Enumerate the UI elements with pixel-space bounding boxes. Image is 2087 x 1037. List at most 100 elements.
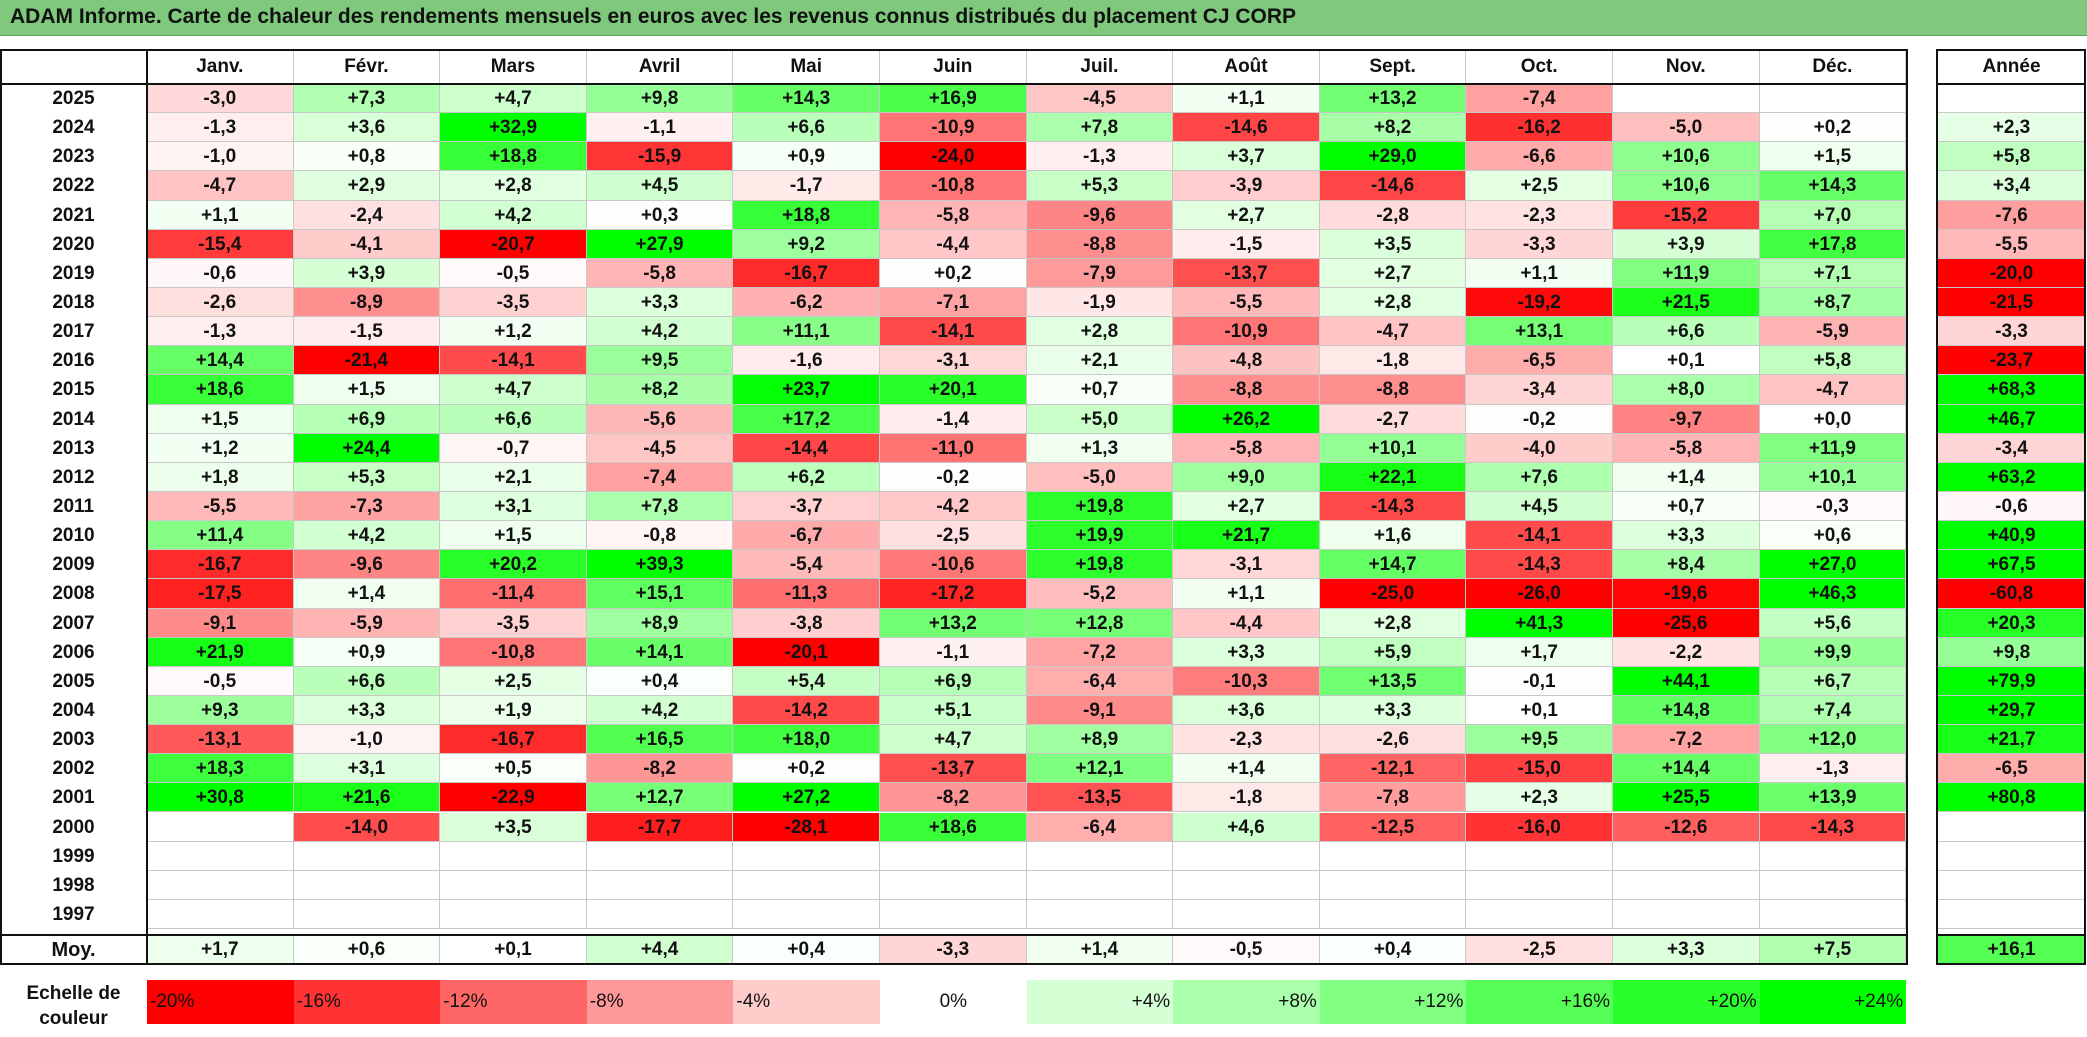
heat-cell: +3,9 xyxy=(1613,229,1760,259)
heat-cell: +0,7 xyxy=(1613,491,1760,522)
heat-cell: +14,4 xyxy=(1613,754,1760,784)
heat-cell: -2,8 xyxy=(1319,200,1467,230)
heat-cell: -7,2 xyxy=(1613,725,1760,755)
heat-cell: +1,5 xyxy=(1759,142,1907,172)
heat-cell: -5,8 xyxy=(1613,433,1760,463)
heat-cell: -13,7 xyxy=(880,754,1027,784)
year-label: 2001 xyxy=(52,787,95,809)
heat-cell: -24,0 xyxy=(880,142,1027,172)
heat-cell: +11,9 xyxy=(1613,258,1760,288)
heat-cell: +5,8 xyxy=(1759,346,1907,376)
month-header: Mai xyxy=(733,49,880,84)
heat-cell: +4,2 xyxy=(586,695,734,726)
year-label: 2000 xyxy=(52,816,95,838)
heat-cell: +2,8 xyxy=(1319,287,1467,318)
heat-cell: -4,7 xyxy=(147,171,294,201)
heat-cell: -14,1 xyxy=(440,346,587,376)
heat-cell: -14,1 xyxy=(1466,521,1613,551)
heat-cell: -14,3 xyxy=(1466,550,1613,580)
heat-cell: -5,6 xyxy=(586,404,734,434)
heat-cell: +3,3 xyxy=(1613,521,1760,551)
average-cell: -0,5 xyxy=(1173,935,1320,965)
heat-cell: +7,8 xyxy=(1026,113,1174,143)
heat-cell: +30,8 xyxy=(147,783,294,813)
heat-cell: -8,8 xyxy=(1319,375,1467,405)
heat-cell: +0,1 xyxy=(1613,346,1760,376)
heat-cell: +5,4 xyxy=(733,666,880,696)
page-title: ADAM Informe. Carte de chaleur des rende… xyxy=(10,5,1297,28)
heat-cell: +26,2 xyxy=(1173,404,1320,434)
heat-cell: +1,2 xyxy=(440,317,587,347)
annual-cell: +5,8 xyxy=(1938,142,2086,172)
heat-cell: +9,9 xyxy=(1759,637,1907,667)
heat-cell: +0,1 xyxy=(1466,695,1613,726)
annual-cell: -60,8 xyxy=(1938,579,2086,609)
title-bar: ADAM Informe. Carte de chaleur des rende… xyxy=(0,0,2087,36)
heat-cell xyxy=(1026,841,1174,871)
heat-cell: +6,6 xyxy=(1613,317,1760,347)
heat-cell: -4,4 xyxy=(880,229,1027,259)
heat-cell: -5,0 xyxy=(1026,462,1174,492)
heat-cell: -26,0 xyxy=(1466,579,1613,609)
month-header: Juil. xyxy=(1026,49,1174,84)
year-label: 2016 xyxy=(52,350,95,372)
heat-cell xyxy=(1613,84,1760,114)
heat-cell: -0,1 xyxy=(1466,666,1613,696)
heat-cell: +0,8 xyxy=(293,142,441,172)
heat-cell: -4,7 xyxy=(1319,317,1467,347)
annual-cell: +80,8 xyxy=(1938,783,2086,813)
heat-cell: -5,9 xyxy=(1759,317,1907,347)
heat-cell: -1,3 xyxy=(147,113,294,143)
heat-cell: -5,2 xyxy=(1026,579,1174,609)
average-label: Moy. xyxy=(51,939,96,961)
heat-cell: -16,7 xyxy=(440,725,587,755)
heat-cell: +5,3 xyxy=(1026,171,1174,201)
heat-cell: +7,8 xyxy=(586,491,734,522)
year-label: 2022 xyxy=(52,175,95,197)
heat-cell xyxy=(733,899,880,930)
heat-cell: +1,1 xyxy=(1173,84,1320,114)
heat-cell: +29,0 xyxy=(1319,142,1467,172)
heat-cell: -5,0 xyxy=(1613,113,1760,143)
heat-cell: +21,5 xyxy=(1613,287,1760,318)
month-header: Oct. xyxy=(1466,49,1613,84)
month-header: Sept. xyxy=(1319,49,1467,84)
heat-cell: -15,4 xyxy=(147,229,294,259)
heat-cell: +0,9 xyxy=(733,142,880,172)
heat-cell: +1,8 xyxy=(147,462,294,492)
heat-cell: -16,2 xyxy=(1466,113,1613,143)
heat-cell xyxy=(1466,870,1613,900)
year-label: 2011 xyxy=(52,495,95,517)
heat-cell: +16,5 xyxy=(586,725,734,755)
heat-cell: -4,4 xyxy=(1173,608,1320,638)
heat-cell: +3,1 xyxy=(293,754,441,784)
heat-cell: -3,5 xyxy=(440,287,587,318)
heat-cell: +9,5 xyxy=(586,346,734,376)
heat-cell: -14,4 xyxy=(733,433,880,463)
heat-cell: -2,5 xyxy=(880,521,1027,551)
heat-cell: +3,3 xyxy=(1319,695,1467,726)
heat-cell: +13,1 xyxy=(1466,317,1613,347)
heat-cell: -14,2 xyxy=(733,695,880,726)
heat-cell: -16,7 xyxy=(147,550,294,580)
average-annual-cell: +16,1 xyxy=(1938,935,2086,965)
average-cell: +0,4 xyxy=(733,935,880,965)
heat-cell: +16,9 xyxy=(880,84,1027,114)
legend-swatch: +8% xyxy=(1173,980,1320,1024)
heat-cell: +1,5 xyxy=(147,404,294,434)
heat-cell: +0,5 xyxy=(440,754,587,784)
legend-swatch: +12% xyxy=(1319,980,1467,1024)
heat-cell xyxy=(1319,870,1467,900)
heat-cell: +2,8 xyxy=(440,171,587,201)
annual-cell: +20,3 xyxy=(1938,608,2086,638)
heat-cell: -2,6 xyxy=(1319,725,1467,755)
year-label: 2015 xyxy=(52,379,95,401)
heat-cell: +8,2 xyxy=(586,375,734,405)
month-header: Juin xyxy=(880,49,1027,84)
year-label: 2008 xyxy=(52,583,95,605)
heat-cell: +20,1 xyxy=(880,375,1027,405)
heat-cell: -9,1 xyxy=(147,608,294,638)
heat-cell: +7,6 xyxy=(1466,462,1613,492)
heat-cell: -1,1 xyxy=(586,113,734,143)
heat-cell: +27,9 xyxy=(586,229,734,259)
